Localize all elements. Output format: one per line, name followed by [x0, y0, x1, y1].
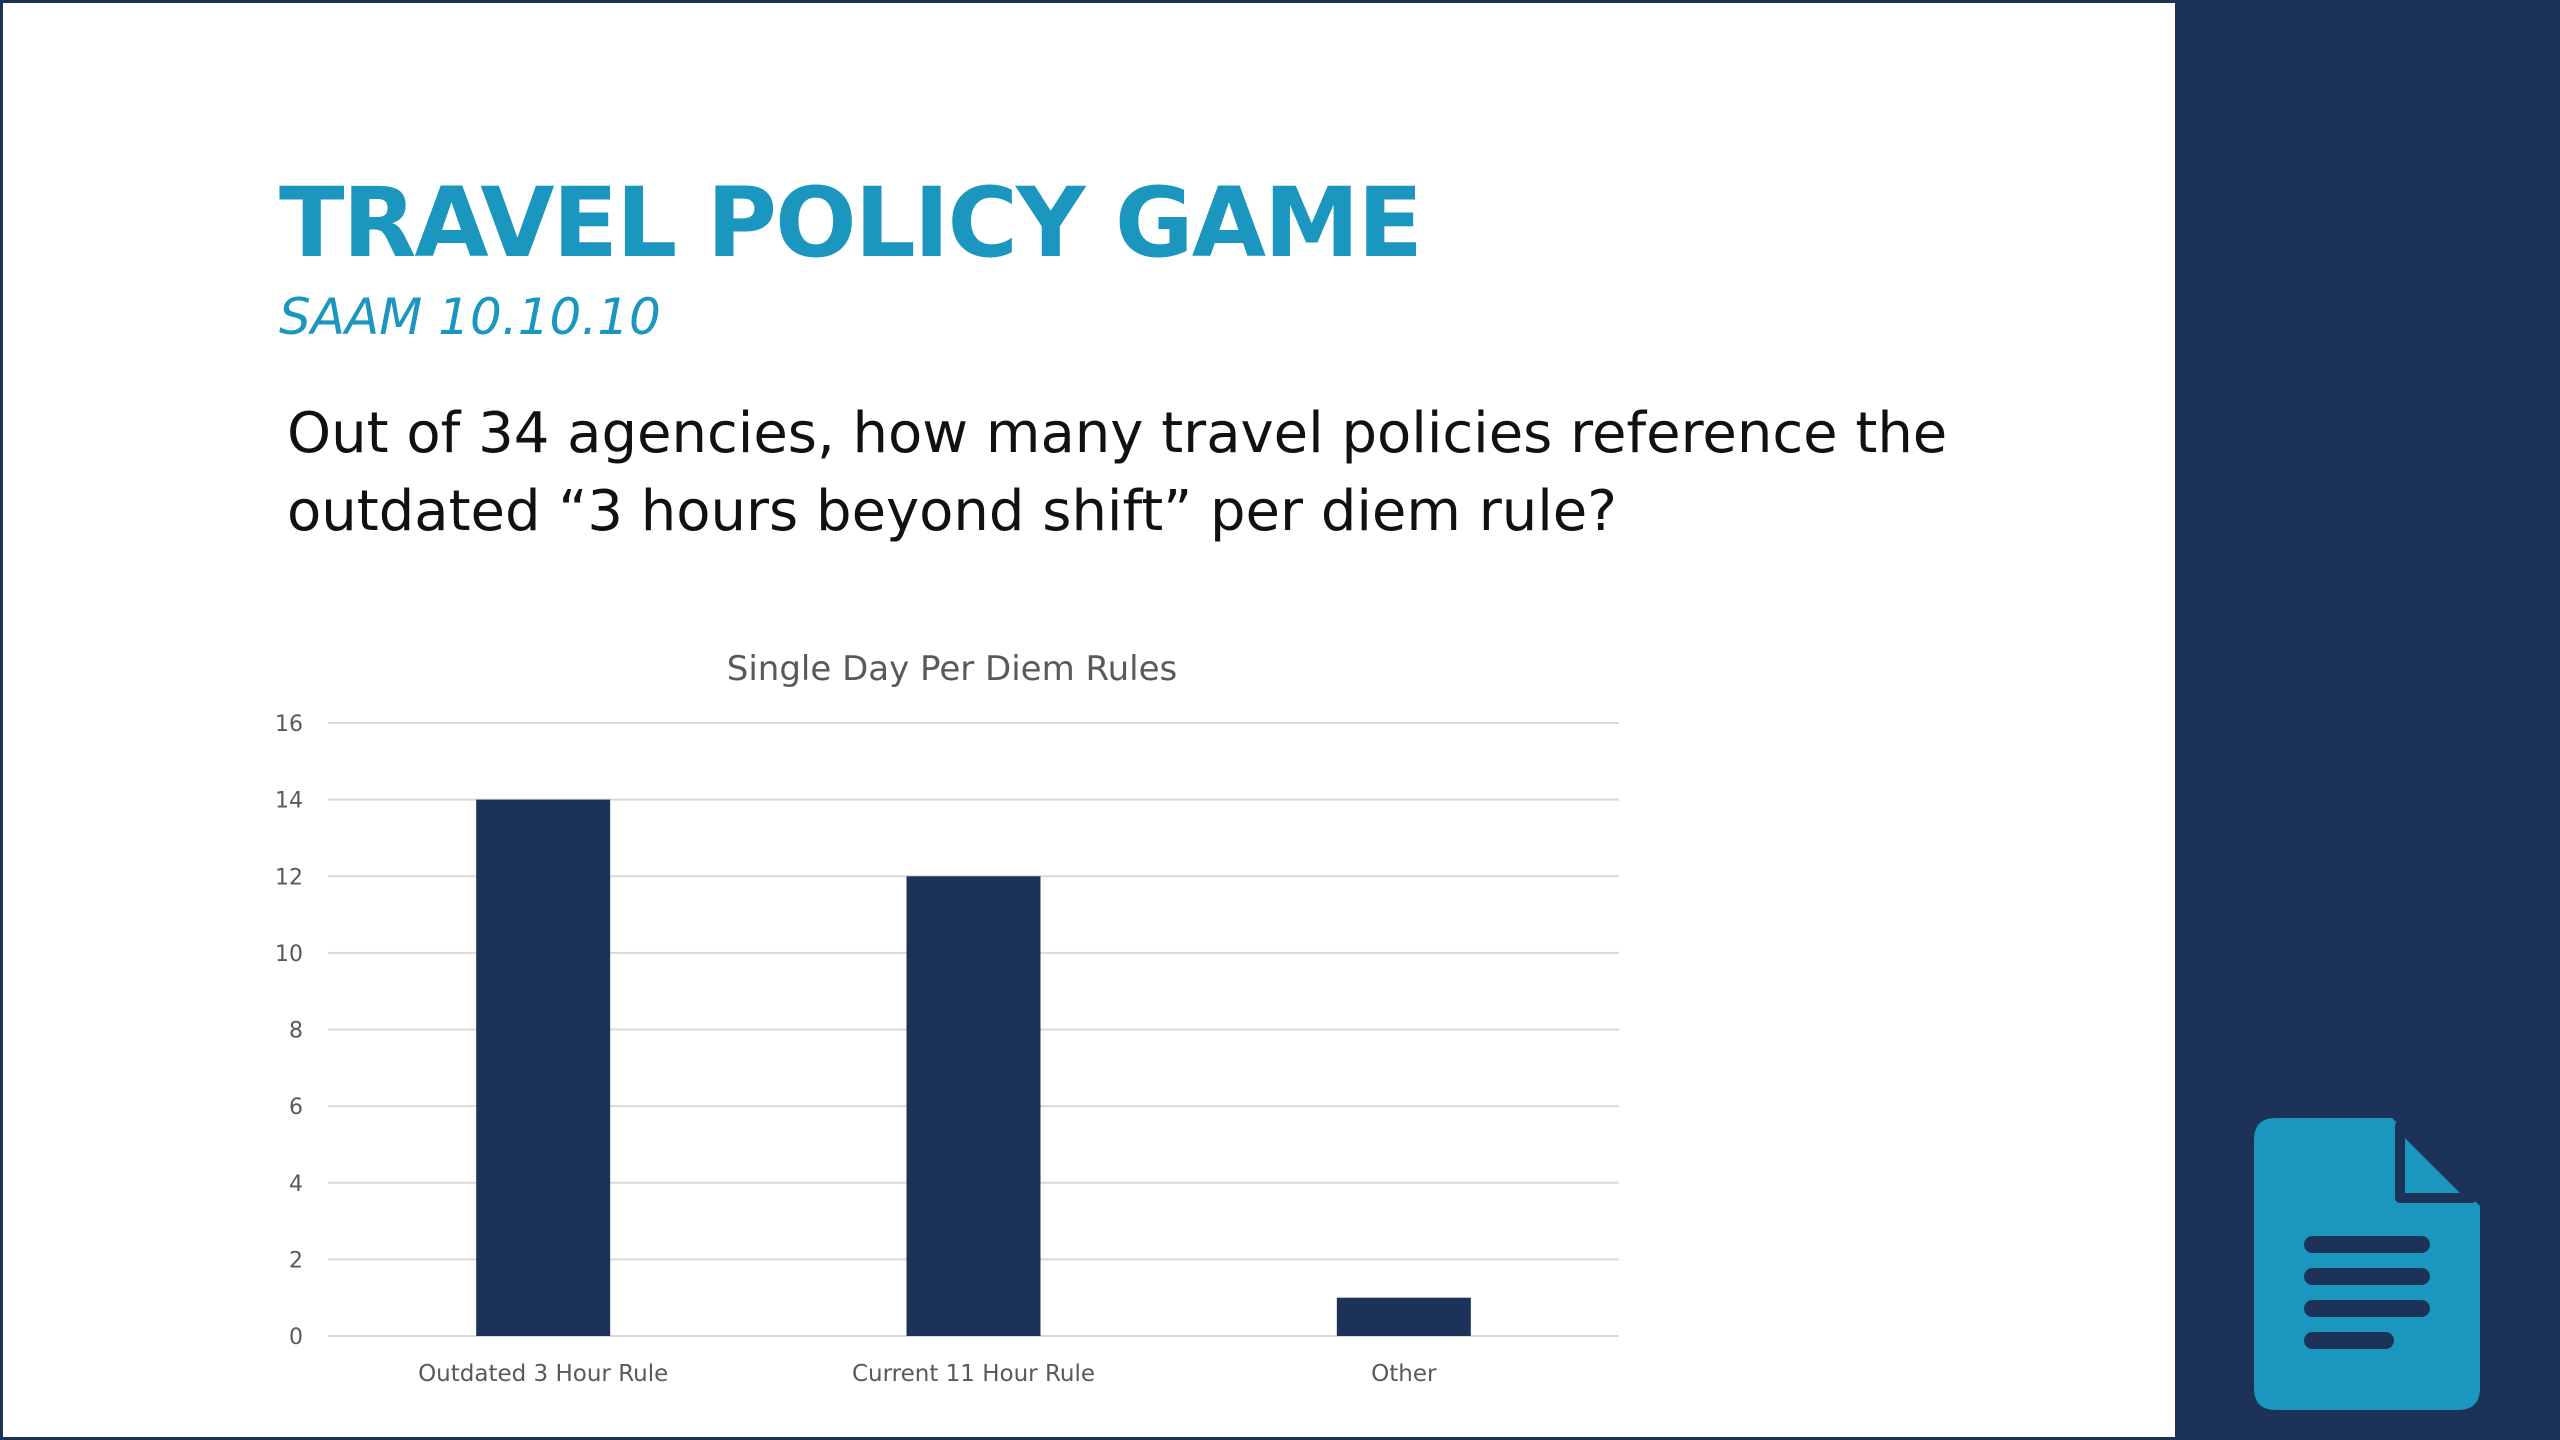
- y-tick-label: 2: [289, 1248, 303, 1273]
- x-tick-label: Outdated 3 Hour Rule: [418, 1361, 668, 1387]
- y-tick-label: 10: [275, 942, 303, 967]
- y-tick-label: 16: [275, 712, 303, 737]
- chart-title: Single Day Per Diem Rules: [727, 649, 1177, 689]
- y-tick-label: 0: [289, 1325, 303, 1350]
- y-axis-ticks: 0 2 4 6 8 10 12 14 16: [275, 712, 303, 1350]
- y-tick-label: 6: [289, 1095, 303, 1120]
- slide-subtitle: SAAM 10.10.10: [279, 288, 661, 346]
- x-tick-label: Current 11 Hour Rule: [852, 1361, 1095, 1387]
- y-tick-label: 12: [275, 865, 303, 890]
- y-tick-label: 4: [289, 1172, 303, 1197]
- x-axis-ticks: Outdated 3 Hour Rule Current 11 Hour Rule…: [418, 1361, 1437, 1387]
- y-tick-label: 8: [289, 1019, 303, 1044]
- document-icon: [2254, 1118, 2480, 1414]
- bar-chart: Single Day Per Diem Rules 0246810121416 …: [275, 649, 1619, 1387]
- slide-title: TRAVEL POLICY GAME: [279, 167, 1423, 279]
- y-tick-label: 14: [275, 789, 303, 814]
- x-tick-label: Other: [1371, 1361, 1437, 1387]
- slide: TRAVEL POLICY GAME SAAM 10.10.10 Out of …: [3, 3, 2175, 1437]
- bar: [906, 876, 1041, 1336]
- bars: [476, 799, 1471, 1336]
- bar: [1336, 1297, 1471, 1336]
- bar: [476, 799, 611, 1336]
- question-text: Out of 34 agencies, how many travel poli…: [287, 401, 1948, 544]
